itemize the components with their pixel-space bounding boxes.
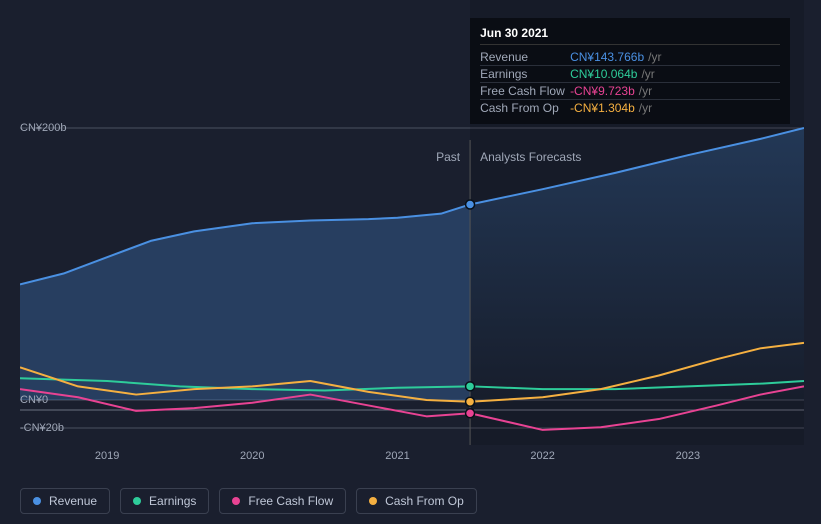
x-axis-label: 2021 bbox=[385, 450, 409, 462]
legend-dot-icon bbox=[369, 497, 377, 505]
legend-label: Free Cash Flow bbox=[248, 494, 333, 508]
tooltip-row: EarningsCN¥10.064b/yr bbox=[480, 66, 780, 83]
x-axis-label: 2022 bbox=[530, 450, 554, 462]
y-axis-label: CN¥200b bbox=[20, 122, 66, 134]
legend-item[interactable]: Cash From Op bbox=[356, 488, 477, 514]
tooltip-metric-unit: /yr bbox=[648, 50, 661, 64]
tooltip-row: Cash From Op-CN¥1.304b/yr bbox=[480, 100, 780, 116]
legend-dot-icon bbox=[232, 497, 240, 505]
tooltip-metric-value: -CN¥1.304b bbox=[570, 101, 635, 115]
tooltip-metric-label: Cash From Op bbox=[480, 101, 570, 115]
x-axis-label: 2020 bbox=[240, 450, 264, 462]
legend-item[interactable]: Revenue bbox=[20, 488, 110, 514]
tooltip-metric-unit: /yr bbox=[639, 84, 652, 98]
tooltip-metric-label: Free Cash Flow bbox=[480, 84, 570, 98]
tooltip-row: Free Cash Flow-CN¥9.723b/yr bbox=[480, 83, 780, 100]
past-region-label: Past bbox=[436, 150, 460, 164]
x-axis-label: 2023 bbox=[676, 450, 700, 462]
tooltip-metric-unit: /yr bbox=[639, 101, 652, 115]
legend-label: Cash From Op bbox=[385, 494, 464, 508]
tooltip-metric-value: CN¥143.766b bbox=[570, 50, 644, 64]
forecast-region-label: Analysts Forecasts bbox=[480, 150, 581, 164]
legend-dot-icon bbox=[33, 497, 41, 505]
tooltip-metric-value: -CN¥9.723b bbox=[570, 84, 635, 98]
legend-label: Earnings bbox=[149, 494, 196, 508]
y-axis-label: CN¥0 bbox=[20, 394, 48, 406]
legend-label: Revenue bbox=[49, 494, 97, 508]
x-axis-label: 2019 bbox=[95, 450, 119, 462]
tooltip-row: RevenueCN¥143.766b/yr bbox=[480, 49, 780, 66]
tooltip-metric-unit: /yr bbox=[641, 67, 654, 81]
y-axis-label: -CN¥20b bbox=[20, 422, 64, 434]
tooltip-metric-label: Earnings bbox=[480, 67, 570, 81]
chart-legend: Revenue Earnings Free Cash Flow Cash From O… bbox=[20, 488, 477, 514]
chart-tooltip: Jun 30 2021 RevenueCN¥143.766b/yrEarning… bbox=[470, 18, 790, 124]
tooltip-date: Jun 30 2021 bbox=[480, 26, 780, 45]
tooltip-metric-value: CN¥10.064b bbox=[570, 67, 637, 81]
legend-item[interactable]: Earnings bbox=[120, 488, 209, 514]
legend-item[interactable]: Free Cash Flow bbox=[219, 488, 346, 514]
legend-dot-icon bbox=[133, 497, 141, 505]
tooltip-metric-label: Revenue bbox=[480, 50, 570, 64]
